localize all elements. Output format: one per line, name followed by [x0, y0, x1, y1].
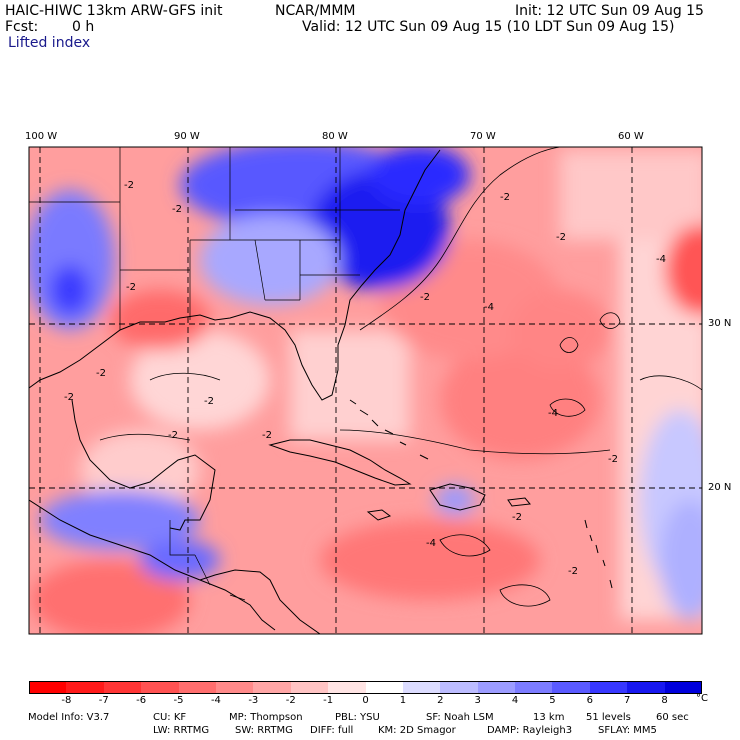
colorbar-tick-label: 5 — [549, 695, 556, 706]
lat-label-30n: 30 N — [708, 318, 732, 329]
lon-label-80w: 80 W — [322, 131, 348, 142]
contour-label: -2 — [262, 430, 272, 441]
colorbar-tick-label: 8 — [661, 695, 668, 706]
colorbar-swatch — [141, 681, 180, 694]
contour-label: -4 — [656, 254, 666, 265]
org-label: NCAR/MMM — [275, 3, 356, 19]
contour-label: -2 — [124, 180, 134, 191]
colorbar-tick-label: -4 — [210, 695, 221, 706]
political-borders — [29, 147, 400, 601]
lon-label-90w: 90 W — [174, 131, 200, 142]
contour-label: -2 — [556, 232, 566, 243]
colorbar-swatch — [664, 681, 703, 694]
lon-label-60w: 60 W — [618, 131, 644, 142]
field-name: Lifted index — [8, 35, 91, 51]
colorbar-unit: °C — [696, 693, 708, 704]
model-info-res: 13 km — [533, 712, 565, 723]
contour-label: -2 — [568, 566, 578, 577]
model-info-pbl: PBL: YSU — [335, 712, 380, 723]
colorbar-tick-label: -1 — [323, 695, 334, 706]
forecast-hour: 0 h — [72, 19, 95, 35]
contour-label: -2 — [172, 204, 182, 215]
colorbar-swatch — [290, 681, 329, 694]
colorbar-tick-label: 0 — [362, 695, 369, 706]
contour-label: -4 — [484, 302, 494, 313]
colorbar-tick-label: 6 — [586, 695, 594, 706]
colorbar-swatch — [552, 681, 591, 694]
model-info-mp: MP: Thompson — [229, 712, 303, 723]
colorbar-swatch — [29, 681, 67, 694]
contours — [99, 147, 702, 607]
contour-label: -2 — [608, 454, 618, 465]
lat-label-20n: 20 N — [708, 482, 732, 493]
model-info-diff: DIFF: full — [310, 725, 354, 736]
colorbar-tick-label: 4 — [511, 695, 519, 706]
colorbar-swatch — [402, 681, 441, 694]
colorbar-swatch — [178, 681, 217, 694]
colorbar-tick-label: 2 — [437, 695, 444, 706]
model-info-lw: LW: RRTMG — [153, 725, 210, 736]
valid-time: Valid: 12 UTC Sun 09 Aug 15 (10 LDT Sun … — [302, 19, 675, 35]
model-info-timestep: 60 sec — [656, 712, 689, 723]
model-info-sf: SF: Noah LSM — [426, 712, 494, 723]
colorbar-tick-label: 7 — [624, 695, 631, 706]
contour-label: -2 — [126, 282, 136, 293]
colorbar-tick-label: -7 — [98, 695, 109, 706]
model-info-km: KM: 2D Smagor — [378, 725, 456, 736]
contour-label: -2 — [64, 392, 74, 403]
colorbar-swatch — [66, 681, 105, 694]
colorbar-tick-label: 3 — [474, 695, 481, 706]
map-frame — [28, 146, 703, 635]
colorbar-swatch — [103, 681, 142, 694]
colorbar-swatch — [477, 681, 516, 694]
contour-label: -2 — [500, 192, 510, 203]
contour-label: -2 — [420, 292, 430, 303]
forecast-label: Fcst: — [5, 19, 39, 35]
colorbar-swatch — [440, 681, 479, 694]
contour-labels: -2 -2 -2 -2 -2 -2 -2 -2 -2 -2 -4 -4 -4 -… — [64, 180, 666, 577]
model-info-damp: DAMP: Rayleigh3 — [487, 725, 573, 736]
colorbar-swatch — [215, 681, 254, 694]
model-title: HAIC-HIWC 13km ARW-GFS init — [5, 3, 223, 19]
contour-label: -4 — [548, 408, 558, 419]
colorbar-border — [29, 681, 702, 694]
colorbar-swatch — [253, 681, 292, 694]
colorbar-swatch — [515, 681, 553, 694]
colorbar-swatch — [365, 681, 404, 694]
coastlines — [29, 149, 613, 634]
lon-label-70w: 70 W — [470, 131, 496, 142]
colorbar-tick-label: -5 — [173, 695, 184, 706]
colorbar-tick-label: -2 — [285, 695, 296, 706]
contour-label: -2 — [96, 368, 106, 379]
contour-label: -4 — [426, 538, 436, 549]
model-info-levels: 51 levels — [586, 712, 631, 723]
colorbar-tick-label: -3 — [248, 695, 259, 706]
colorbar-tick-label: 1 — [399, 695, 407, 706]
colorbar-tick-label: -6 — [136, 695, 147, 706]
init-time: Init: 12 UTC Sun 09 Aug 15 — [515, 3, 704, 19]
contour-label: -2 — [204, 396, 214, 407]
colorbar-swatch — [589, 681, 628, 694]
model-info-sw: SW: RRTMG — [235, 725, 293, 736]
model-info-version: Model Info: V3.7 — [28, 712, 110, 723]
colorbar-swatch — [627, 681, 666, 694]
model-info-cu: CU: KF — [153, 712, 187, 723]
field-shading — [29, 147, 702, 634]
lon-label-100w: 100 W — [25, 131, 58, 142]
contour-label: -2 — [168, 430, 178, 441]
colorbar-swatch — [328, 681, 366, 694]
contour-label: -2 — [512, 512, 522, 523]
colorbar-tick-label: -8 — [61, 695, 72, 706]
model-info-sflay: SFLAY: MM5 — [598, 725, 657, 736]
